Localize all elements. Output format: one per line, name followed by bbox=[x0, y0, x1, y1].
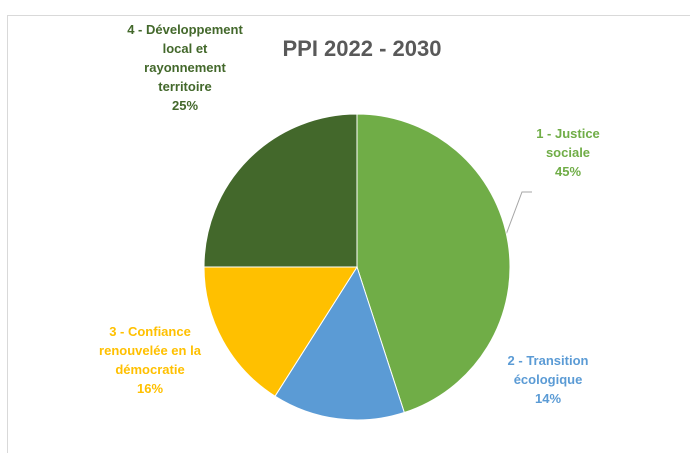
pie-slice bbox=[274, 265, 405, 421]
category-label: 3 - Confiance renouvelée en la démocrati… bbox=[99, 324, 201, 377]
category-label: 2 - Transition écologique bbox=[507, 353, 589, 387]
slice-label: 2 - Transition écologique 14% bbox=[488, 351, 608, 408]
value-label: 16% bbox=[136, 381, 164, 396]
pie-slice bbox=[356, 113, 511, 414]
chart-border bbox=[7, 15, 690, 453]
category-label: 4 - Développement local et rayonnement t… bbox=[127, 22, 243, 94]
value-label: 45% bbox=[554, 164, 582, 179]
slice-label: 1 - Justice sociale 45% bbox=[518, 124, 618, 181]
value-label: 25% bbox=[171, 98, 199, 113]
slice-label: 3 - Confiance renouvelée en la démocrati… bbox=[90, 322, 210, 398]
pie-slice bbox=[203, 266, 358, 397]
leader-line bbox=[503, 191, 532, 241]
category-label: 1 - Justice sociale bbox=[536, 126, 600, 160]
value-label: 14% bbox=[534, 391, 562, 406]
chart-title: PPI 2022 - 2030 bbox=[282, 36, 442, 61]
pie-slice bbox=[203, 113, 358, 268]
slice-label: 4 - Développement local et rayonnement t… bbox=[125, 20, 245, 115]
